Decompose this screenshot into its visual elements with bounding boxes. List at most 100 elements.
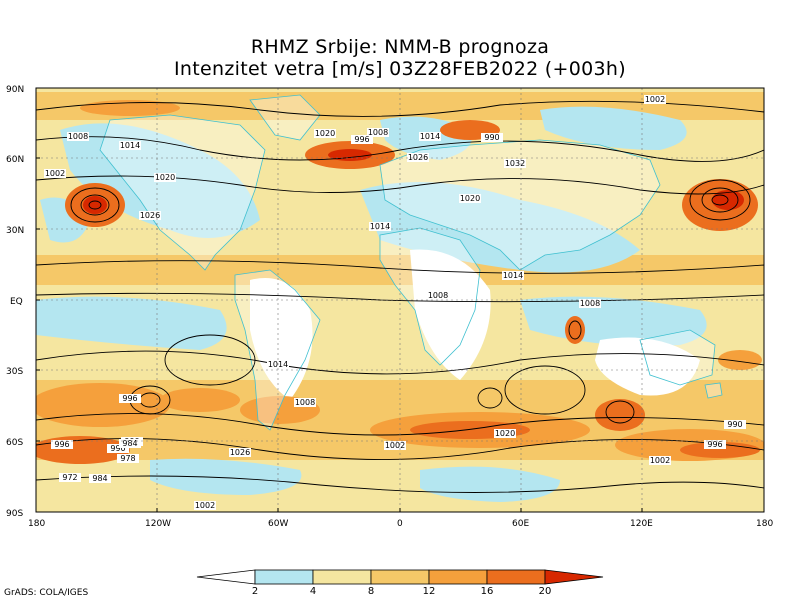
isobar-label-bg (154, 173, 176, 182)
isobar-label-bg (459, 194, 481, 203)
lat-label-60n: 60N (6, 155, 24, 165)
colorbar-label: 12 (422, 586, 436, 597)
isobar-label: 984 (122, 439, 137, 448)
lon-label-120w: 120W (145, 519, 171, 529)
isobar-label-bg (407, 153, 429, 162)
lon-label-180w: 180 (28, 519, 45, 529)
isobar-label-bg (139, 211, 161, 220)
isobar-label-bg (419, 132, 441, 141)
isobar-label: 1020 (315, 129, 335, 138)
lon-label-120e: 120E (630, 519, 653, 529)
lon-label-180e: 180 (756, 519, 773, 529)
isobar-labels: 1008101410201026100299699098497810321002… (44, 95, 746, 510)
isobar-label-bg (294, 398, 316, 407)
isobar-label: 1008 (295, 398, 315, 407)
colorbar-label: 2 (251, 586, 259, 597)
isobar-label-bg (579, 299, 601, 308)
lat-label-60s: 60S (6, 438, 23, 448)
isobar-label: 990 (110, 444, 125, 453)
isobar-label: 996 (354, 135, 369, 144)
isobar-label-bg (644, 95, 666, 104)
colorbar-label: 8 (367, 586, 375, 597)
isobar-label: 1008 (368, 128, 388, 137)
isobar-label: 1026 (140, 211, 160, 220)
colorbar-cell (254, 569, 314, 585)
isobar-label-bg (504, 159, 526, 168)
isobar-label: 1020 (155, 173, 175, 182)
isobar-label: 1032 (505, 159, 525, 168)
isobar-label-bg (119, 141, 141, 150)
lon-label-0: 0 (397, 519, 403, 529)
isobar-label-bg (481, 133, 503, 142)
colorbar-label: 4 (309, 586, 317, 597)
colorbar-cell (370, 569, 430, 585)
isobar-label: 972 (62, 473, 77, 482)
isobar-label: 990 (727, 420, 742, 429)
isobar-label: 1008 (428, 291, 448, 300)
isobar-label-bg (51, 440, 73, 449)
grid-lines (36, 88, 764, 512)
tick-marks (36, 87, 643, 513)
isobar-label-bg (194, 501, 216, 510)
isobar-label: 996 (122, 394, 137, 403)
isobar-label-bg (724, 420, 746, 429)
isobar-label-bg (107, 444, 129, 453)
isobar-label: 978 (120, 454, 135, 463)
isobar-label-bg (59, 473, 81, 482)
isobar-label-bg (229, 448, 251, 457)
isobar-label: 1002 (650, 456, 670, 465)
isobar-label-bg (351, 135, 373, 144)
isobar-label: 1008 (580, 299, 600, 308)
colorbar-label: 20 (538, 586, 552, 597)
isobar-label: 984 (92, 474, 107, 483)
isobar-label: 996 (707, 440, 722, 449)
isobar-label: 1026 (408, 153, 428, 162)
lon-label-60w: 60W (268, 519, 288, 529)
isobar-label-bg (314, 129, 336, 138)
isobar-label-bg (369, 222, 391, 231)
isobar-label-bg (67, 132, 89, 141)
isobar-label-bg (119, 439, 141, 448)
isobar-label-bg (494, 429, 516, 438)
colorbar-cell (428, 569, 488, 585)
isobar-label-bg (384, 441, 406, 450)
isobar-label-bg (119, 394, 141, 403)
isobar-label-bg (502, 271, 524, 280)
lat-label-30s: 30S (6, 367, 23, 377)
colorbar-label: 16 (480, 586, 494, 597)
isobar-label: 996 (54, 440, 69, 449)
isobar-label: 1014 (420, 132, 440, 141)
isobar-label: 1014 (503, 271, 523, 280)
isobar-label: 1002 (45, 169, 65, 178)
isobar-label: 1020 (495, 429, 515, 438)
colorbar-cell (312, 569, 372, 585)
isobars (36, 100, 764, 493)
isobar-label: 1002 (385, 441, 405, 450)
isobar-label: 1020 (460, 194, 480, 203)
colorbar-cell (544, 569, 604, 585)
lat-label-30n: 30N (6, 226, 24, 236)
isobar-label-bg (427, 291, 449, 300)
lon-label-60e: 60E (512, 519, 529, 529)
isobar-label-bg (89, 474, 111, 483)
isobar-label: 1002 (645, 95, 665, 104)
colorbar-cell (196, 569, 256, 585)
isobar-label-bg (649, 456, 671, 465)
title-line-2: Intenzitet vetra [m/s] 03Z28FEB2022 (+00… (174, 58, 626, 80)
axis-labels: 90N 60N 30N EQ 30S 60S 90S 180 120W 60W … (6, 85, 773, 529)
colorbar (196, 569, 604, 585)
isobar-label: 1014 (370, 222, 390, 231)
isobar-label: 1014 (120, 141, 140, 150)
isobar-label: 1026 (230, 448, 250, 457)
colorbar-cell (486, 569, 546, 585)
isobar-label-bg (367, 128, 389, 137)
isobar-label: 1008 (68, 132, 88, 141)
isobar-label-bg (117, 454, 139, 463)
credit-text: GrADS: COLA/IGES (4, 588, 89, 598)
lat-label-90n: 90N (6, 85, 24, 95)
title-line-1: RHMZ Srbije: NMM-B prognoza (250, 36, 550, 58)
lat-label-90s: 90S (6, 509, 23, 519)
isobar-label: 1002 (195, 501, 215, 510)
lat-label-eq: EQ (10, 297, 23, 307)
